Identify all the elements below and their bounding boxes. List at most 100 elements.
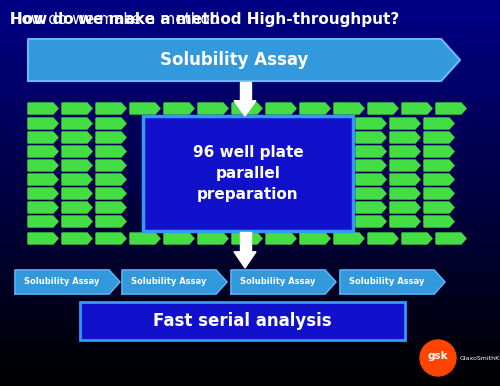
Polygon shape	[402, 103, 432, 114]
Bar	[0, 367, 500, 373]
Polygon shape	[28, 202, 58, 213]
Polygon shape	[96, 202, 126, 213]
Polygon shape	[28, 174, 58, 185]
Bar	[0, 277, 500, 283]
Polygon shape	[164, 103, 194, 114]
Polygon shape	[356, 118, 386, 129]
Bar	[0, 200, 500, 206]
Polygon shape	[300, 103, 330, 114]
Bar	[0, 296, 500, 302]
Bar	[0, 116, 500, 122]
Polygon shape	[334, 103, 364, 114]
Bar	[0, 270, 500, 277]
Bar	[0, 174, 500, 180]
Bar	[0, 219, 500, 225]
Polygon shape	[390, 188, 420, 199]
Text: GlaxoSmithKline: GlaxoSmithKline	[460, 356, 500, 361]
Polygon shape	[62, 216, 92, 227]
Polygon shape	[96, 103, 126, 114]
Polygon shape	[28, 132, 58, 143]
Bar	[0, 13, 500, 19]
Polygon shape	[390, 160, 420, 171]
Bar	[0, 341, 500, 347]
Bar	[0, 129, 500, 135]
Polygon shape	[198, 233, 228, 244]
Polygon shape	[96, 118, 126, 129]
Bar	[0, 148, 500, 154]
Polygon shape	[62, 202, 92, 213]
Polygon shape	[96, 146, 126, 157]
Bar	[0, 206, 500, 212]
Bar	[0, 257, 500, 264]
Polygon shape	[62, 103, 92, 114]
Bar	[0, 244, 500, 251]
FancyBboxPatch shape	[80, 302, 405, 340]
Polygon shape	[62, 233, 92, 244]
Bar	[0, 96, 500, 103]
Polygon shape	[402, 233, 432, 244]
Polygon shape	[130, 233, 160, 244]
Polygon shape	[96, 188, 126, 199]
Polygon shape	[15, 270, 120, 294]
Text: Solubility Assay: Solubility Assay	[24, 278, 100, 286]
Polygon shape	[96, 160, 126, 171]
Polygon shape	[232, 103, 262, 114]
Bar	[0, 26, 500, 32]
Polygon shape	[96, 216, 126, 227]
Polygon shape	[390, 146, 420, 157]
Bar	[0, 109, 500, 116]
Polygon shape	[231, 270, 336, 294]
Polygon shape	[424, 160, 454, 171]
Polygon shape	[424, 188, 454, 199]
Text: Solubility Assay: Solubility Assay	[160, 51, 308, 69]
Polygon shape	[28, 103, 58, 114]
Bar	[0, 322, 500, 328]
Bar	[0, 328, 500, 335]
Bar	[240, 232, 250, 252]
Bar	[0, 180, 500, 186]
Bar	[0, 71, 500, 77]
Polygon shape	[96, 233, 126, 244]
Bar	[0, 7, 500, 13]
Polygon shape	[28, 118, 58, 129]
Polygon shape	[390, 132, 420, 143]
Bar	[0, 225, 500, 232]
Bar	[0, 335, 500, 341]
Polygon shape	[424, 146, 454, 157]
Polygon shape	[356, 216, 386, 227]
Polygon shape	[424, 174, 454, 185]
Polygon shape	[340, 270, 445, 294]
Bar	[0, 103, 500, 109]
Polygon shape	[122, 270, 227, 294]
Polygon shape	[356, 160, 386, 171]
Text: 96 well plate
parallel
preparation: 96 well plate parallel preparation	[192, 145, 304, 202]
Polygon shape	[436, 233, 466, 244]
Bar	[0, 379, 500, 386]
Bar	[0, 347, 500, 354]
FancyBboxPatch shape	[143, 116, 353, 231]
Bar	[0, 0, 500, 7]
Bar	[0, 212, 500, 219]
Polygon shape	[266, 103, 296, 114]
Polygon shape	[62, 146, 92, 157]
Bar	[0, 290, 500, 296]
Polygon shape	[28, 160, 58, 171]
Polygon shape	[164, 233, 194, 244]
Bar	[0, 84, 500, 90]
Bar	[0, 77, 500, 84]
Bar	[0, 32, 500, 39]
Bar	[0, 264, 500, 270]
Polygon shape	[62, 174, 92, 185]
Bar	[0, 315, 500, 322]
Polygon shape	[96, 174, 126, 185]
Text: How do we make a method: How do we make a method	[10, 12, 224, 27]
Bar	[0, 45, 500, 51]
Bar	[0, 51, 500, 58]
Polygon shape	[424, 202, 454, 213]
Bar	[0, 122, 500, 129]
Polygon shape	[62, 118, 92, 129]
Text: gsk: gsk	[428, 351, 448, 361]
Text: Solubility Assay: Solubility Assay	[350, 278, 425, 286]
Bar	[0, 167, 500, 174]
Polygon shape	[390, 174, 420, 185]
